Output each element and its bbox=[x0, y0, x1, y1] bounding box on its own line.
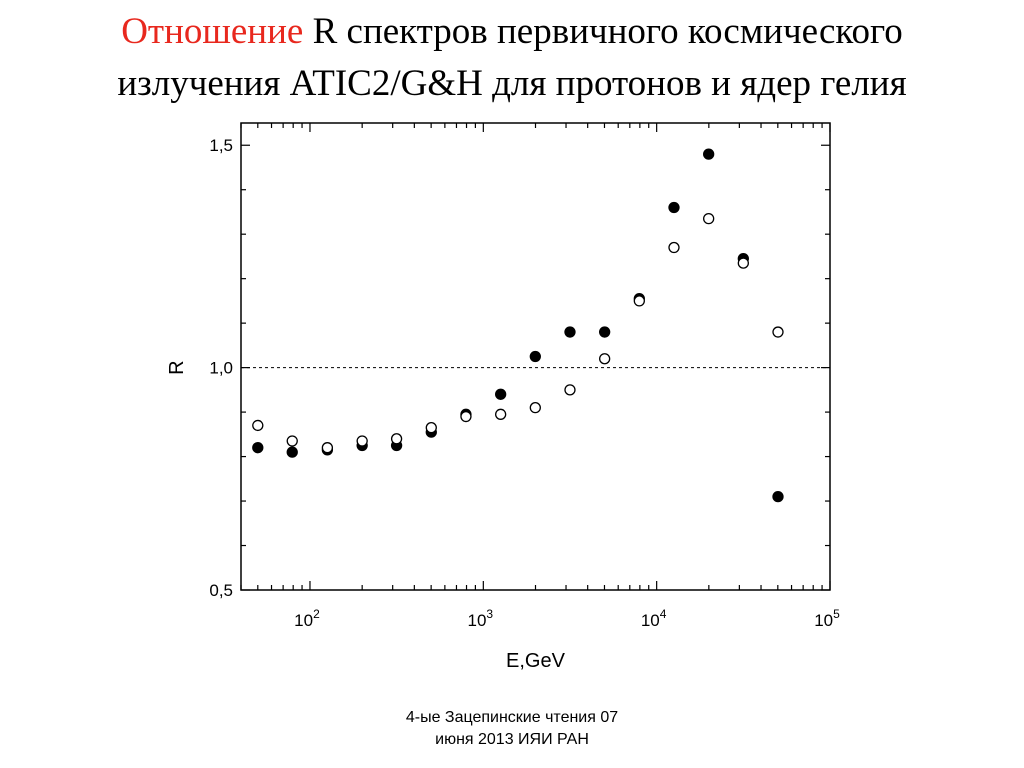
data-point-filled bbox=[564, 326, 576, 338]
data-point-open bbox=[252, 419, 264, 432]
axis-labels: 0,5 1,0 1,5 102 103 104 105 E,GeV R bbox=[166, 136, 840, 672]
data-point-open bbox=[529, 401, 541, 414]
data-point-filled bbox=[252, 442, 264, 454]
data-point-open bbox=[356, 435, 368, 447]
data-point-open bbox=[425, 422, 437, 434]
footer-line1: 4-ые Зацепинские чтения 07 bbox=[405, 709, 619, 726]
y-tick-label: 1,5 bbox=[209, 136, 233, 155]
x-tick-label: 105 bbox=[814, 607, 840, 630]
x-axis-label: E,GeV bbox=[506, 650, 566, 672]
x-tick-label: 102 bbox=[294, 607, 320, 630]
data-point-open bbox=[668, 241, 680, 254]
data-point-open bbox=[737, 257, 749, 269]
x-tick-label: 104 bbox=[641, 607, 667, 630]
y-tick-label: 1,0 bbox=[209, 359, 233, 378]
data-point-open bbox=[599, 353, 611, 365]
data-point-filled bbox=[286, 446, 298, 458]
data-points bbox=[252, 148, 784, 503]
x-tick-label: 103 bbox=[468, 607, 494, 630]
footer-line2: июня 2013 ИЯИ РАН bbox=[435, 731, 589, 748]
slide-title: Отношение R спектров первичного космичес… bbox=[0, 6, 1024, 110]
data-point-filled bbox=[495, 388, 507, 400]
data-point-filled bbox=[668, 201, 680, 214]
data-point-open bbox=[772, 326, 784, 338]
data-point-open bbox=[703, 212, 715, 225]
y-tick-label: 0,5 bbox=[209, 581, 233, 600]
data-point-open bbox=[321, 442, 334, 454]
data-point-open bbox=[564, 384, 576, 396]
data-point-open bbox=[390, 433, 403, 445]
axis-ticks bbox=[240, 123, 831, 591]
footer-note: 4-ые Зацепинские чтения 07 июня 2013 ИЯИ… bbox=[312, 707, 712, 751]
data-point-open bbox=[286, 435, 298, 447]
data-point-filled bbox=[772, 490, 784, 503]
title-rest-line1: R спектров первичного космического bbox=[303, 11, 903, 52]
data-point-open bbox=[633, 295, 645, 307]
y-axis-label: R bbox=[166, 360, 188, 374]
title-line2: излучения ATIC2/G&H для протонов и ядер … bbox=[117, 63, 907, 104]
title-highlight-word: Отношение bbox=[121, 11, 304, 52]
data-point-open bbox=[460, 410, 472, 423]
data-point-filled bbox=[703, 148, 715, 160]
data-point-open bbox=[495, 408, 507, 420]
data-point-filled bbox=[529, 350, 541, 363]
data-point-filled bbox=[599, 326, 611, 338]
